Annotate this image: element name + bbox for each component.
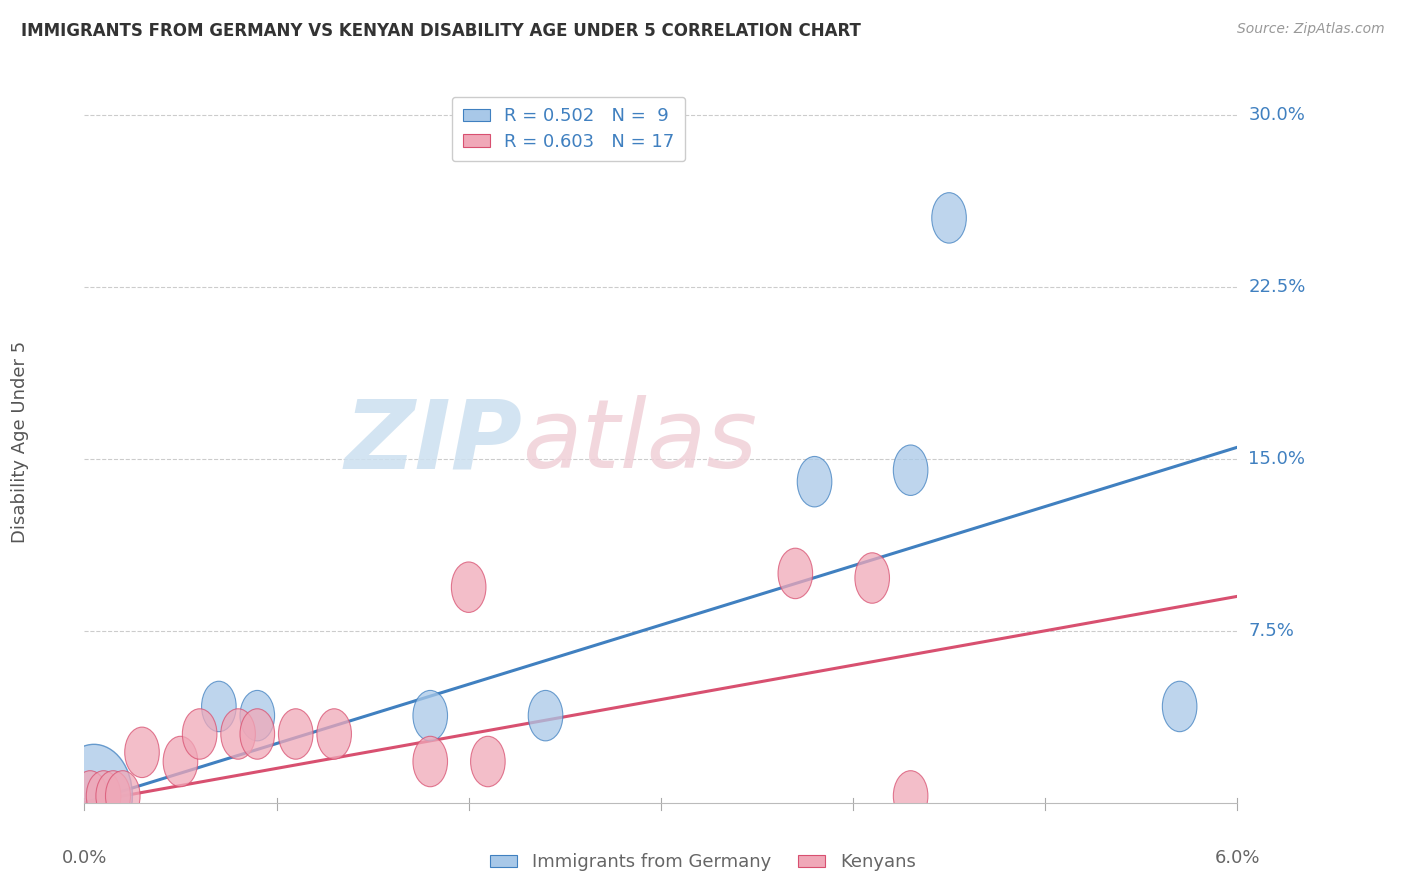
Ellipse shape <box>96 771 131 822</box>
Ellipse shape <box>471 736 505 787</box>
Ellipse shape <box>86 771 121 822</box>
Text: 6.0%: 6.0% <box>1215 848 1260 867</box>
Ellipse shape <box>163 736 198 787</box>
Text: Disability Age Under 5: Disability Age Under 5 <box>11 341 30 542</box>
Ellipse shape <box>105 771 141 822</box>
Ellipse shape <box>451 562 486 613</box>
Ellipse shape <box>240 709 274 759</box>
Ellipse shape <box>893 445 928 495</box>
Text: 22.5%: 22.5% <box>1249 277 1306 296</box>
Ellipse shape <box>240 690 274 741</box>
Text: IMMIGRANTS FROM GERMANY VS KENYAN DISABILITY AGE UNDER 5 CORRELATION CHART: IMMIGRANTS FROM GERMANY VS KENYAN DISABI… <box>21 22 860 40</box>
Ellipse shape <box>778 549 813 599</box>
Ellipse shape <box>221 709 256 759</box>
Legend: R = 0.502   N =  9, R = 0.603   N = 17: R = 0.502 N = 9, R = 0.603 N = 17 <box>451 96 685 161</box>
Ellipse shape <box>278 709 314 759</box>
Text: 15.0%: 15.0% <box>1249 450 1305 467</box>
Ellipse shape <box>797 457 832 507</box>
Ellipse shape <box>125 727 159 778</box>
Ellipse shape <box>932 193 966 244</box>
Ellipse shape <box>316 709 352 759</box>
Ellipse shape <box>201 681 236 731</box>
Ellipse shape <box>855 553 890 603</box>
Ellipse shape <box>73 771 107 822</box>
Ellipse shape <box>183 709 217 759</box>
Ellipse shape <box>55 744 132 847</box>
Text: 7.5%: 7.5% <box>1249 622 1295 640</box>
Ellipse shape <box>1163 681 1197 731</box>
Text: Source: ZipAtlas.com: Source: ZipAtlas.com <box>1237 22 1385 37</box>
Ellipse shape <box>413 690 447 741</box>
Text: 30.0%: 30.0% <box>1249 105 1305 124</box>
Ellipse shape <box>529 690 562 741</box>
Text: atlas: atlas <box>523 395 758 488</box>
Ellipse shape <box>413 736 447 787</box>
Legend: Immigrants from Germany, Kenyans: Immigrants from Germany, Kenyans <box>484 847 922 879</box>
Text: 0.0%: 0.0% <box>62 848 107 867</box>
Ellipse shape <box>893 771 928 822</box>
Text: ZIP: ZIP <box>344 395 523 488</box>
